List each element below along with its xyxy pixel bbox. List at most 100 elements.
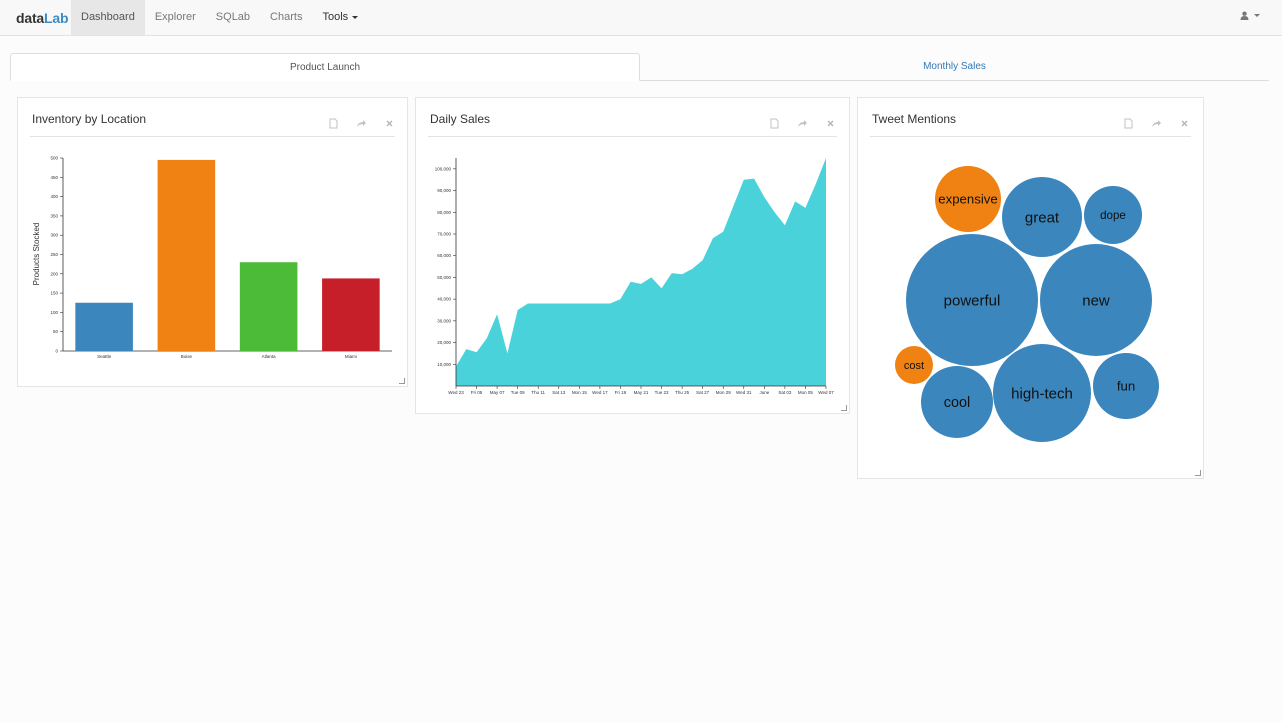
nav-charts[interactable]: Charts	[270, 11, 303, 23]
x-tick-label: Wed 17	[592, 390, 608, 395]
tweet-bubble-chart: expensive great dope powerful new cost cool hig…	[895, 166, 1159, 442]
main-nav: Dashboard Explorer SQLab Charts Tools	[71, 0, 368, 35]
bubble-label: dope	[1100, 209, 1126, 222]
y-tick-label: 450	[50, 175, 58, 180]
user-menu[interactable]	[1240, 11, 1260, 20]
bar	[322, 278, 380, 351]
bubble-label: fun	[1117, 379, 1135, 394]
y-tick-label: 100,000	[435, 166, 452, 171]
resize-handle[interactable]	[841, 405, 847, 411]
share-icon[interactable]	[1151, 116, 1162, 127]
bubble-expensive	[935, 166, 1001, 232]
x-tick-label: Atlanta	[262, 354, 277, 359]
x-tick-label: Mon 29	[716, 390, 732, 395]
bubble-dope	[1084, 186, 1142, 244]
brand-logo-part1: data	[16, 10, 44, 26]
daily-sales-area-chart: 10,000 20,000 30,000 40,000 50,000 60,000 70,0…	[435, 158, 834, 395]
y-tick-label: 250	[50, 252, 58, 257]
panel-title-inventory: Inventory by Location	[32, 112, 147, 126]
y-tick-label: 80,000	[437, 210, 451, 215]
panel-tweet-mentions: Tweet Mentions expensive great dope powerfu…	[857, 97, 1204, 479]
x-tick-label: Wed 07	[818, 390, 834, 395]
x-tick-label: Boise	[181, 354, 193, 359]
bubble-high-tech	[993, 344, 1091, 442]
x-tick-label: Tue 09	[511, 390, 525, 395]
top-navbar: dataLab Dashboard Explorer SQLab Charts …	[0, 0, 1282, 36]
brand-logo[interactable]: dataLab	[16, 10, 68, 26]
nav-explorer[interactable]: Explorer	[154, 11, 196, 23]
bubble-label: powerful	[944, 292, 1001, 309]
bubble-label: new	[1082, 292, 1110, 309]
resize-handle[interactable]	[1195, 470, 1201, 476]
y-tick-label: 40,000	[437, 297, 451, 302]
close-icon[interactable]	[384, 116, 395, 127]
x-tick-label: May 07	[490, 390, 505, 395]
y-tick-label: 90,000	[437, 188, 451, 193]
x-tick-label: Fri 19	[615, 390, 627, 395]
x-tick-label: Wed 23	[448, 390, 464, 395]
file-icon[interactable]	[328, 116, 339, 129]
chevron-down-icon	[1254, 14, 1260, 17]
bubble-powerful	[906, 234, 1038, 366]
bubble-label: cost	[904, 360, 924, 372]
panel-inventory: Inventory by Location 0 50 100 150 200 250 300…	[17, 97, 408, 387]
x-tick-label: Wed 31	[736, 390, 752, 395]
y-tick-label: 500	[50, 156, 58, 161]
bubble-cost	[895, 346, 933, 384]
y-tick-label: 0	[55, 349, 58, 354]
panel-title-sales: Daily Sales	[430, 112, 491, 126]
nav-tools-label: Tools	[322, 11, 349, 23]
panel-daily-sales: Daily Sales 10,000 20,000 30,000 40,000 50,0…	[415, 97, 850, 414]
tab-monthly-sales[interactable]: Monthly Sales	[923, 61, 986, 72]
x-tick-label: Sat 13	[552, 390, 566, 395]
panel-divider	[30, 136, 395, 137]
y-tick-label: 20,000	[437, 340, 451, 345]
dashboard-tabs: Product Launch Monthly Sales	[10, 53, 1269, 81]
resize-handle[interactable]	[399, 378, 405, 384]
y-tick-label: 100	[50, 310, 58, 315]
y-tick-label: 350	[50, 213, 58, 218]
bubble-fun	[1093, 353, 1159, 419]
y-tick-label: 30,000	[437, 318, 451, 323]
sales-area	[456, 158, 826, 386]
panel-actions	[769, 116, 836, 129]
user-icon	[1240, 11, 1249, 20]
close-icon[interactable]	[825, 116, 836, 127]
close-icon[interactable]	[1179, 116, 1190, 127]
share-icon[interactable]	[356, 116, 367, 127]
x-tick-label: Mon 05	[798, 390, 814, 395]
share-icon[interactable]	[797, 116, 808, 127]
brand-logo-part2: Lab	[44, 10, 69, 26]
panel-actions	[328, 116, 395, 129]
y-tick-label: 60,000	[437, 253, 451, 258]
y-axis-label: Products Stocked	[32, 223, 41, 286]
panel-title-tweets: Tweet Mentions	[872, 112, 957, 126]
bar	[239, 262, 298, 351]
bar	[157, 159, 216, 351]
file-icon[interactable]	[769, 116, 780, 129]
x-tick-label: Mon 15	[572, 390, 588, 395]
x-tick-label: Sat 27	[696, 390, 710, 395]
panel-divider	[428, 136, 837, 137]
nav-tools-dropdown[interactable]: Tools	[312, 0, 368, 35]
nav-sqlab[interactable]: SQLab	[215, 11, 251, 23]
panel-divider	[870, 136, 1191, 137]
x-tick-label: Tue 23	[655, 390, 669, 395]
inventory-bar-chart: 0 50 100 150 200 250 300 350 400 450 500 Seattle Boi…	[32, 156, 392, 359]
y-tick-label: 400	[50, 194, 58, 199]
bubble-label: great	[1025, 209, 1060, 226]
y-tick-label: 200	[50, 271, 58, 276]
file-icon[interactable]	[1123, 116, 1134, 129]
x-tick-label: June	[759, 390, 769, 395]
bubble-label: high-tech	[1011, 385, 1073, 402]
nav-dashboard[interactable]: Dashboard	[71, 0, 145, 35]
bubble-label: cool	[944, 395, 970, 411]
tab-product-launch[interactable]: Product Launch	[10, 53, 640, 81]
x-tick-label: May 21	[634, 390, 649, 395]
x-tick-label: Miami	[345, 354, 357, 359]
panel-actions	[1123, 116, 1190, 129]
y-tick-label: 150	[50, 291, 58, 296]
bubble-great	[1002, 177, 1082, 257]
bubble-cool	[921, 366, 993, 438]
y-tick-label: 70,000	[437, 232, 451, 237]
